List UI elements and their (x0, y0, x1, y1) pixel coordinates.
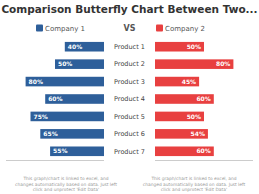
bar (55, 59, 104, 69)
footnote-line: changes automatically based on data. Jus… (15, 182, 117, 187)
data-label: 50% (187, 113, 201, 120)
footnote-line: click and unprotect 'Edit Data' (161, 187, 227, 192)
bar (155, 77, 199, 87)
data-label: 60% (196, 147, 210, 154)
footnote-line: changed automatically based on data. Jus… (143, 182, 246, 187)
vs-label: VS (124, 24, 136, 33)
bar (155, 146, 214, 156)
data-label: 45% (182, 78, 196, 85)
bar (155, 112, 204, 122)
data-label: 50% (58, 60, 72, 67)
footnote-line: This graph/chart is linked to excel, and (22, 176, 108, 181)
bar (155, 94, 214, 104)
bars-right (155, 42, 233, 156)
bar (26, 77, 104, 87)
bar (40, 129, 104, 139)
legend: Company 1 Company 2 VS (36, 24, 205, 33)
category-label: Product 4 (114, 95, 145, 103)
data-label: 40% (68, 43, 82, 50)
chart: Comparison Butterfly Chart Between Two..… (0, 0, 259, 194)
category-label: Product 3 (114, 78, 145, 86)
data-label: 65% (43, 130, 57, 137)
legend-swatch (156, 25, 163, 32)
footnote: This graph/chart is linked to excel, and… (143, 176, 246, 192)
bar (31, 112, 105, 122)
x-axis-line (6, 160, 104, 161)
title: Comparison Butterfly Chart Between Two..… (1, 3, 257, 15)
data-label: 60% (48, 95, 62, 102)
bar (155, 42, 204, 52)
bar (155, 129, 208, 139)
data-label: 55% (53, 147, 67, 154)
legend-label: Company 2 (165, 25, 205, 33)
bars-left (26, 42, 104, 156)
category-label: Product 2 (114, 60, 145, 68)
legend-label: Company 1 (45, 25, 85, 33)
footnote-line: click and unprotect 'Edit Data' (33, 187, 99, 192)
footnote-line: This graph/chart is linked to excel, and (150, 176, 236, 181)
category-label: Product 5 (114, 113, 145, 121)
x-axis-line (155, 160, 253, 161)
legend-swatch (36, 25, 43, 32)
data-label: 60% (196, 95, 210, 102)
category-label: Product 6 (114, 130, 145, 138)
data-label: 80% (216, 60, 230, 67)
data-label: 54% (191, 130, 205, 137)
bar (50, 146, 104, 156)
category-label: Product 7 (114, 148, 145, 156)
bar (45, 94, 104, 104)
footnote: This graph/chart is linked to excel, and… (15, 176, 117, 192)
data-label: 80% (29, 78, 43, 85)
data-label: 75% (34, 113, 48, 120)
category-label: Product 1 (114, 43, 145, 51)
bar (155, 59, 233, 69)
data-label: 50% (187, 43, 201, 50)
bar (65, 42, 104, 52)
